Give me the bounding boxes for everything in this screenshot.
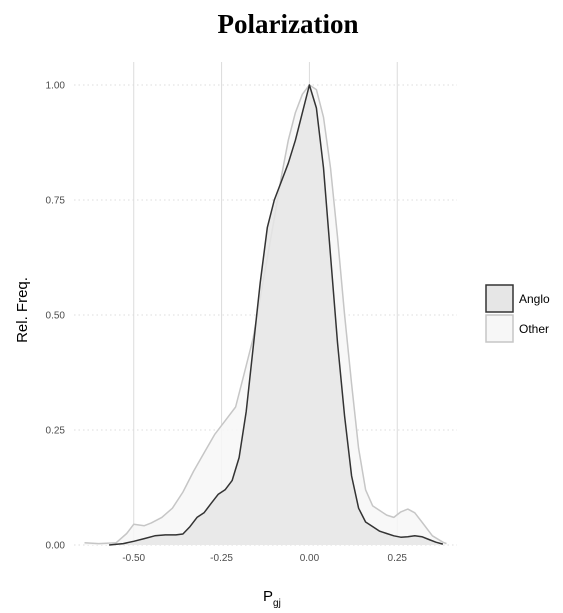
y-tick-label: 0.75 [46,196,66,207]
legend-label-other: Other [519,322,549,336]
x-tick-label: 0.25 [388,553,408,564]
x-tick-label: 0.00 [300,553,320,564]
legend-label-anglo: Anglo [519,292,550,306]
legend-swatch-other [485,314,514,343]
legend: Anglo Other [485,284,550,343]
series-line-other [84,84,447,545]
y-axis: 0.00 0.25 0.50 0.75 1.00 [46,81,66,552]
y-tick-label: 0.25 [46,426,66,437]
y-tick-label: 0.50 [46,311,66,322]
y-tick-label: 1.00 [46,81,66,92]
x-axis: -0.50 -0.25 0.00 0.25 [122,553,407,564]
x-axis-label: Pgj [263,588,281,609]
x-axis-label-main: P [263,588,273,605]
y-tick-label: 0.00 [46,541,66,552]
series-area-anglo [109,85,443,545]
legend-swatch-anglo [485,284,514,313]
x-axis-label-subscript: gj [273,598,281,609]
x-tick-label: -0.50 [122,553,145,564]
chart-title: Polarization [218,9,359,39]
y-axis-label: Rel. Freq. [14,277,31,343]
series-layer [84,84,447,546]
series-line-anglo [109,84,444,546]
x-tick-label: -0.25 [210,553,233,564]
